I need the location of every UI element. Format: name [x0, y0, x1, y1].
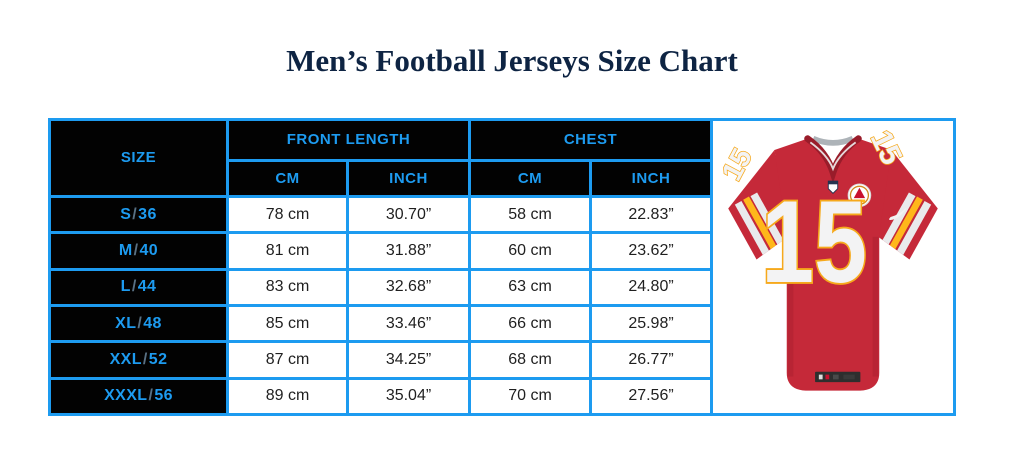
table-row: XXXL/56 89 cm 35.04” 70 cm 27.56” — [48, 376, 955, 417]
size-cell: L/44 — [48, 267, 229, 307]
col-header-front-inch: INCH — [346, 158, 471, 198]
table-row: M/40 81 cm 31.88” 60 cm 23.62” — [48, 231, 955, 271]
size-cell: S/36 — [48, 194, 229, 235]
right-side-shade — [872, 236, 879, 377]
jersey-chest-number: 15 — [761, 176, 867, 307]
chest-cm-cell: 63 cm — [468, 267, 592, 307]
team-patch-icon — [847, 183, 872, 208]
front-length-inch-cell: 32.68” — [346, 267, 471, 307]
left-sleeve-stripes — [734, 192, 786, 256]
jersey-product-photo: 15 15 — [715, 123, 952, 412]
table-row: S/36 78 cm 30.70” 58 cm 22.83” — [48, 194, 955, 235]
front-length-cm-cell: 78 cm — [226, 194, 349, 235]
table-row: XXL/52 87 cm 34.25” 68 cm 26.77” — [48, 340, 955, 380]
col-header-front-length: FRONT LENGTH — [226, 118, 471, 162]
front-length-cm-cell: 81 cm — [226, 231, 349, 271]
jersey-graphic: 15 15 — [715, 125, 938, 391]
col-header-chest: CHEST — [468, 118, 713, 162]
table-row: L/44 83 cm 32.68” 63 cm 24.80” — [48, 267, 955, 307]
front-length-inch-cell: 33.46” — [346, 303, 471, 344]
front-length-inch-cell: 31.88” — [346, 231, 471, 271]
table-row: XL/48 85 cm 33.46” 66 cm 25.98” — [48, 303, 955, 344]
size-cell: XL/48 — [48, 303, 229, 344]
front-length-cm-cell: 85 cm — [226, 303, 349, 344]
chest-cm-cell: 66 cm — [468, 303, 592, 344]
chest-cm-cell: 70 cm — [468, 376, 592, 417]
col-header-chest-cm: CM — [468, 158, 592, 198]
chest-cm-cell: 60 cm — [468, 231, 592, 271]
chest-inch-cell: 24.80” — [589, 267, 713, 307]
jock-tag — [815, 371, 861, 383]
col-header-chest-inch: INCH — [589, 158, 713, 198]
chest-inch-cell: 25.98” — [589, 303, 713, 344]
left-side-shade — [787, 236, 794, 377]
size-cell: XXL/52 — [48, 340, 229, 380]
size-cell: XXXL/56 — [48, 376, 229, 417]
chest-inch-cell: 23.62” — [589, 231, 713, 271]
front-length-cm-cell: 89 cm — [226, 376, 349, 417]
front-length-cm-cell: 87 cm — [226, 340, 349, 380]
chest-inch-cell: 27.56” — [589, 376, 713, 417]
front-length-inch-cell: 30.70” — [346, 194, 471, 235]
chest-cm-cell: 58 cm — [468, 194, 592, 235]
page-title: Men’s Football Jerseys Size Chart — [286, 43, 738, 78]
size-cell: M/40 — [48, 231, 229, 271]
jersey-image-cell: 15 15 — [710, 118, 956, 416]
chest-cm-cell: 68 cm — [468, 340, 592, 380]
col-header-front-cm: CM — [226, 158, 349, 198]
front-length-inch-cell: 34.25” — [346, 340, 471, 380]
nfl-shield-icon — [827, 180, 839, 195]
chest-inch-cell: 22.83” — [589, 194, 713, 235]
chest-inch-cell: 26.77” — [589, 340, 713, 380]
swoosh-icon — [889, 207, 907, 220]
collar-inner-line — [809, 141, 857, 172]
size-chart-table: SIZE FRONT LENGTH CHEST — [48, 118, 956, 417]
right-sleeve-stripes — [880, 192, 932, 256]
front-length-cm-cell: 83 cm — [226, 267, 349, 307]
collar-back-band — [812, 135, 854, 146]
col-header-size: SIZE — [48, 118, 229, 198]
front-length-inch-cell: 35.04” — [346, 376, 471, 417]
